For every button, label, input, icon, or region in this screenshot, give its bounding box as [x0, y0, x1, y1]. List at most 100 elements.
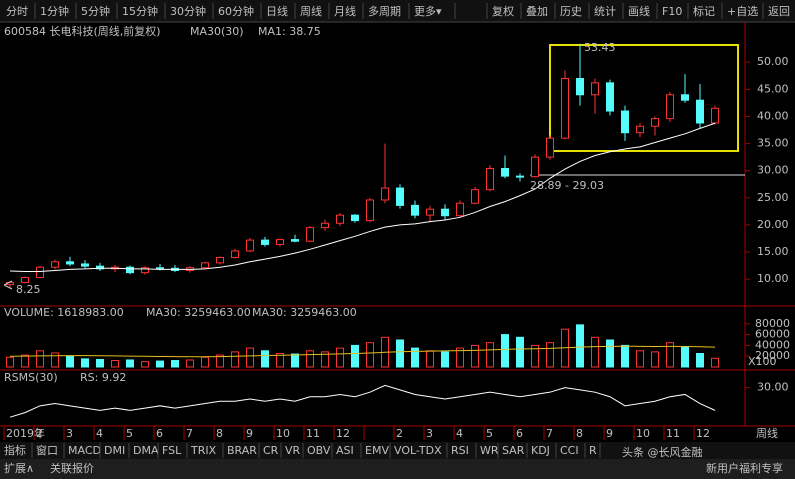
x-tick-label: 2019年 — [6, 426, 45, 440]
indicator-tab[interactable]: R — [589, 444, 597, 457]
indicator-tab[interactable]: DMI — [104, 444, 125, 457]
tab[interactable]: 30分钟 — [170, 4, 206, 18]
volume-bar — [636, 350, 644, 368]
volume-bar — [486, 342, 494, 368]
tab[interactable]: 多周期 — [368, 4, 401, 18]
unit-label: X100 — [748, 355, 777, 368]
candle-body — [36, 266, 44, 279]
candle-body — [426, 208, 434, 216]
indicator-tab[interactable]: MACD — [68, 444, 101, 457]
indicator-tab[interactable]: TRIX — [190, 444, 217, 457]
candle-body — [96, 265, 104, 270]
indicator-tab[interactable]: CCI — [560, 444, 579, 457]
tool-button[interactable]: 统计 — [594, 5, 616, 18]
legend-entry: MA30: 3259463.00 — [146, 306, 251, 319]
indicator-tab[interactable]: FSL — [162, 444, 182, 457]
candle-body — [246, 239, 254, 252]
volume-bar — [66, 355, 74, 368]
candle-body — [291, 239, 299, 242]
indicator-tab[interactable]: VOL-TDX — [394, 444, 442, 457]
tool-button[interactable]: 历史 — [560, 5, 582, 18]
tab[interactable]: 月线 — [334, 4, 356, 18]
watermark: 头条 @长风金融 — [622, 445, 703, 459]
tool-button[interactable]: 画线 — [628, 4, 650, 18]
indicator-tab[interactable]: RSI — [451, 444, 469, 457]
volume-bar — [291, 353, 299, 368]
volume-bar — [576, 324, 584, 368]
candle-body — [51, 261, 59, 268]
indicator-tab[interactable]: OBV — [307, 444, 331, 457]
indicator-tab[interactable]: WR — [480, 444, 499, 457]
volume-bar — [141, 361, 149, 368]
rs-line — [9, 384, 716, 418]
x-tick-label: 9 — [246, 427, 253, 440]
annotation: 53.43 — [584, 41, 616, 54]
tool-button[interactable]: 标记 — [693, 4, 715, 18]
indicator-tab[interactable]: BRAR — [227, 444, 257, 457]
indicator-tab[interactable]: 指标 — [4, 443, 26, 457]
candle-body — [351, 214, 359, 222]
indicator-tab[interactable]: EMV — [365, 444, 389, 457]
volume-bar — [21, 354, 29, 368]
tool-button[interactable]: 返回 — [768, 5, 790, 18]
tab[interactable]: 更多▾ — [414, 4, 442, 18]
volume-bar — [456, 347, 464, 368]
bottom-bar — [0, 459, 795, 479]
candle-body — [411, 204, 419, 216]
candle-body — [141, 267, 149, 274]
indicator-tab[interactable]: KDJ — [531, 444, 550, 457]
candle-body — [501, 168, 509, 177]
tab[interactable]: 周线 — [300, 4, 322, 18]
y-tick-label: 45.00 — [757, 82, 789, 95]
indicator-tab[interactable]: DMA — [133, 444, 159, 457]
x-tick-label: 3 — [66, 427, 73, 440]
y-tick-label: 25.00 — [757, 191, 789, 204]
candle-body — [621, 110, 629, 134]
candle-body — [231, 250, 239, 258]
tab[interactable]: 5分钟 — [81, 4, 110, 18]
tab[interactable]: 日线 — [266, 4, 288, 18]
candle-body — [156, 267, 164, 270]
indicator-tab[interactable]: CR — [263, 444, 279, 457]
volume-bar — [6, 356, 14, 368]
tool-button[interactable]: 叠加 — [526, 5, 548, 18]
volume-bar — [666, 342, 674, 368]
candle-body — [531, 156, 539, 178]
volume-bar — [111, 360, 119, 368]
x-tick-label: 11 — [306, 427, 320, 440]
indicator-tab[interactable]: SAR — [502, 444, 525, 457]
volume-bar — [306, 350, 314, 368]
candle-body — [636, 125, 644, 134]
tab[interactable]: 1分钟 — [40, 4, 69, 18]
y-tick-label: 10.00 — [757, 272, 789, 285]
bottom-tab[interactable]: 关联报价 — [50, 461, 94, 475]
tab[interactable]: 分时 — [6, 5, 28, 18]
tool-button[interactable]: +自选 — [727, 5, 758, 18]
y-tick-label: 20000 — [755, 349, 790, 362]
tool-button[interactable]: 复权 — [492, 4, 514, 18]
y-tick-label: 40.00 — [757, 109, 789, 122]
candle-body — [681, 94, 689, 101]
candle-body — [381, 187, 389, 201]
y-tick-label: 30.00 — [757, 164, 789, 177]
bottom-tab[interactable]: 扩展∧ — [4, 461, 34, 475]
volume-bar — [411, 347, 419, 368]
tab[interactable]: 15分钟 — [122, 4, 158, 18]
bottom-link[interactable]: 新用户福利专享 — [706, 461, 783, 475]
indicator-tab[interactable]: ASI — [336, 444, 354, 457]
panel-title: VOLUME: 1618983.00 — [4, 306, 124, 319]
candle-body — [606, 82, 614, 112]
indicator-tab[interactable]: VR — [285, 444, 301, 457]
x-tick-label: 10 — [276, 427, 290, 440]
tab[interactable]: 60分钟 — [218, 4, 254, 18]
tool-button[interactable]: F10 — [662, 5, 682, 18]
indicator-tab[interactable]: 窗口 — [36, 443, 58, 457]
volume-bar — [96, 358, 104, 368]
candle-body — [21, 277, 29, 283]
volume-bar — [156, 360, 164, 368]
volume-bar — [531, 344, 539, 368]
x-tick-label: 3 — [426, 427, 433, 440]
y-tick-label: 15.00 — [757, 245, 789, 258]
candle-body — [306, 227, 314, 242]
